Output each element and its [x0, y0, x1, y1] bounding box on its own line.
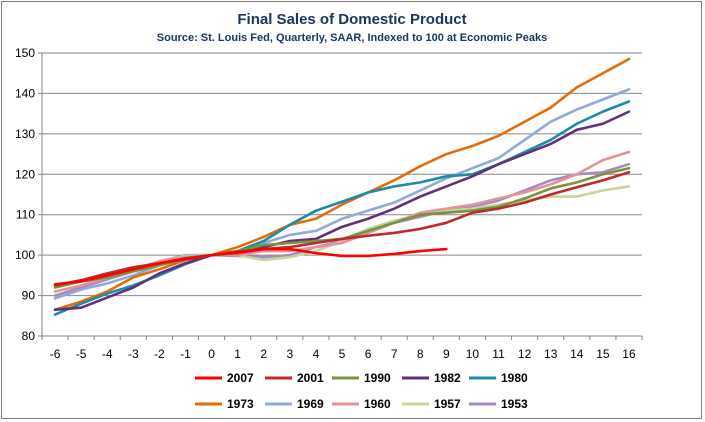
legend-label-1980: 1980	[501, 371, 528, 385]
x-tick-label: 10	[466, 347, 480, 361]
x-tick-label: 7	[391, 347, 398, 361]
x-tick-label: -5	[76, 347, 87, 361]
x-tick-label: 6	[365, 347, 372, 361]
x-tick-label: -4	[102, 347, 113, 361]
x-tick-label: 15	[596, 347, 610, 361]
chart-title: Final Sales of Domestic Product	[237, 11, 466, 28]
y-tick-labels: 80 90 100 110 120 130 140 150	[15, 46, 35, 343]
legend-label-2001: 2001	[297, 371, 324, 385]
y-tick-label: 130	[15, 127, 35, 141]
legend-label-1960: 1960	[364, 397, 391, 411]
axes	[38, 52, 643, 340]
x-tick-label: 16	[622, 347, 636, 361]
x-tick-label: 1	[234, 347, 241, 361]
series-line-1982	[53, 110, 631, 312]
y-tick-label: 120	[15, 167, 35, 181]
x-tick-labels: -6 -5 -4 -3 -2 -1 0 1 2 3 4 5 6 7 8 9 10 11 12 13 14 15 16	[50, 347, 636, 361]
gridlines	[42, 52, 642, 297]
legend-label-1953: 1953	[501, 397, 528, 411]
x-tick-label: -6	[50, 347, 61, 361]
legend-label-1990: 1990	[364, 371, 391, 385]
y-tick-label: 140	[15, 86, 35, 100]
x-tick-label: 2	[260, 347, 267, 361]
x-tick-label: 3	[286, 347, 293, 361]
legend-label-2007: 2007	[227, 371, 254, 385]
series-lines	[53, 57, 631, 316]
series-line-1969	[53, 88, 631, 300]
x-tick-label: -2	[154, 347, 165, 361]
x-tick-label: 5	[339, 347, 346, 361]
x-tick-label: 9	[443, 347, 450, 361]
y-tick-label: 80	[22, 329, 36, 343]
legend-label-1957: 1957	[434, 397, 461, 411]
x-tick-label: 13	[544, 347, 558, 361]
y-tick-label: 110	[16, 208, 35, 222]
series-line-1973	[53, 57, 631, 312]
legend-label-1969: 1969	[297, 397, 324, 411]
legend: 2007 2001 1990 1982 1980 1973 1969 1960 1957 1953	[195, 371, 528, 411]
legend-label-1973: 1973	[227, 397, 254, 411]
series-line-2007	[53, 247, 448, 286]
y-tick-label: 100	[15, 248, 35, 262]
y-tick-label: 150	[15, 46, 35, 60]
x-tick-label: 14	[570, 347, 584, 361]
y-tick-label: 90	[22, 289, 36, 303]
x-tick-label: -3	[128, 347, 139, 361]
x-tick-label: 11	[492, 347, 505, 361]
x-tick-label: -1	[180, 347, 191, 361]
x-tick-label: 4	[313, 347, 320, 361]
x-tick-label: 8	[417, 347, 424, 361]
chart-subtitle: Source: St. Louis Fed, Quarterly, SAAR, …	[157, 32, 547, 44]
x-tick-label: 12	[518, 347, 532, 361]
legend-label-1982: 1982	[434, 371, 461, 385]
x-tick-label: 0	[208, 347, 215, 361]
